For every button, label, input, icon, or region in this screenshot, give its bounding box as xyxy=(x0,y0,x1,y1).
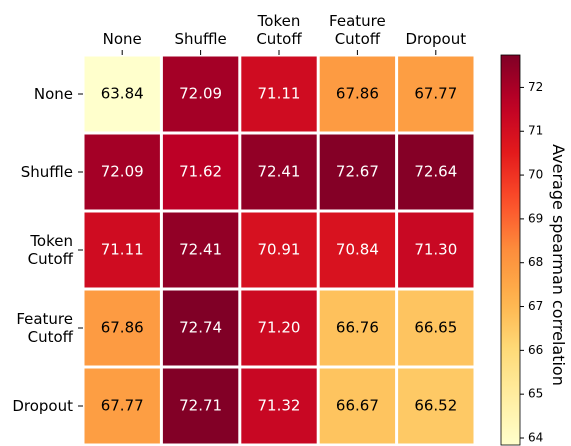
cell-label: 71.30 xyxy=(414,241,457,259)
cell-label: 70.84 xyxy=(336,241,379,259)
row-label: Token Cutoff xyxy=(27,232,73,268)
colorbar-tick-label: 72 xyxy=(528,80,543,94)
cell xyxy=(162,56,239,132)
cell-label: 72.67 xyxy=(336,163,379,181)
cell-label: 71.11 xyxy=(101,241,144,259)
cell-label: 71.62 xyxy=(179,163,222,181)
cell-label: 67.77 xyxy=(414,85,457,103)
cell-label: 66.67 xyxy=(336,397,379,415)
cell xyxy=(319,290,396,366)
colorbar-tick-label: 64 xyxy=(528,430,543,444)
cell xyxy=(84,290,160,366)
cell xyxy=(162,368,239,444)
colorbar-tick-label: 69 xyxy=(528,211,543,225)
colorbar-tick-label: 67 xyxy=(528,299,543,313)
cell xyxy=(398,212,474,288)
cell-label: 66.52 xyxy=(414,397,457,415)
colorbar-tick-label: 70 xyxy=(528,168,543,182)
cell xyxy=(241,368,317,444)
cell-label: 72.41 xyxy=(258,163,301,181)
colorbar-tick-label: 66 xyxy=(528,343,543,357)
cell-label: 72.64 xyxy=(414,163,457,181)
cell xyxy=(319,212,396,288)
cell-label: 72.74 xyxy=(179,319,222,337)
cell xyxy=(241,212,317,288)
cell xyxy=(398,290,474,366)
cell-label: 72.41 xyxy=(179,241,222,259)
cell xyxy=(241,134,317,210)
cell xyxy=(319,56,396,132)
cell xyxy=(319,368,396,444)
cell-label: 72.09 xyxy=(101,163,144,181)
cell xyxy=(162,290,239,366)
colorbar xyxy=(500,54,521,446)
cell xyxy=(84,56,160,132)
cell-label: 72.09 xyxy=(179,85,222,103)
colorbar-tick-label: 71 xyxy=(528,124,543,138)
column-label: Feature Cutoff xyxy=(329,12,386,48)
cell xyxy=(319,134,396,210)
cell-label: 66.65 xyxy=(414,319,457,337)
column-label: None xyxy=(102,30,142,48)
cell xyxy=(241,56,317,132)
column-label: Shuffle xyxy=(174,30,227,48)
cell xyxy=(398,134,474,210)
cell-label: 63.84 xyxy=(101,85,144,103)
cell xyxy=(241,290,317,366)
cell xyxy=(84,368,160,444)
row-label: None xyxy=(33,85,73,103)
colorbar-label: Average spearman correlation xyxy=(549,144,568,386)
cell-label: 71.20 xyxy=(258,319,301,337)
cell xyxy=(398,56,474,132)
column-label: Token Cutoff xyxy=(256,12,302,48)
column-label: Dropout xyxy=(405,30,467,48)
cell xyxy=(162,212,239,288)
cell xyxy=(162,134,239,210)
row-label: Feature Cutoff xyxy=(16,310,73,346)
cell-label: 72.71 xyxy=(179,397,222,415)
cell-label: 67.86 xyxy=(336,85,379,103)
colorbar-tick-label: 65 xyxy=(528,387,543,401)
row-label: Dropout xyxy=(12,397,73,415)
colorbar-tick-label: 68 xyxy=(528,255,543,269)
cell-label: 71.32 xyxy=(258,397,301,415)
cell-label: 70.91 xyxy=(258,241,301,259)
cell xyxy=(398,368,474,444)
cell-label: 71.11 xyxy=(258,85,301,103)
cell xyxy=(84,134,160,210)
cell-label: 66.76 xyxy=(336,319,379,337)
cell-label: 67.86 xyxy=(101,319,144,337)
cell xyxy=(84,212,160,288)
row-label: Shuffle xyxy=(20,163,73,181)
cell-label: 67.77 xyxy=(101,397,144,415)
